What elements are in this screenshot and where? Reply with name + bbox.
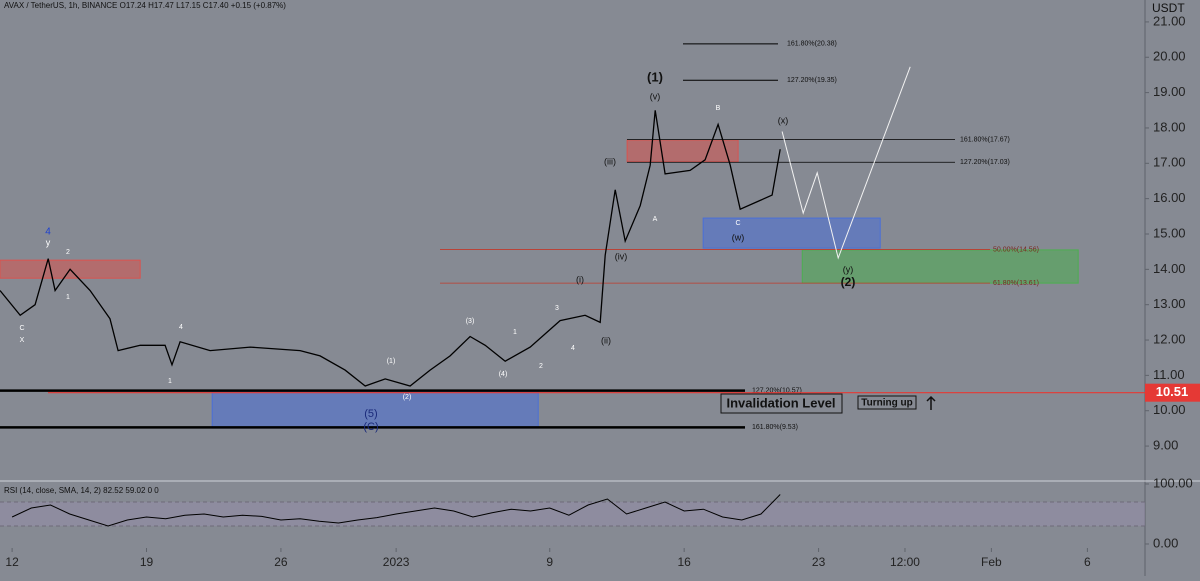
wave-label: 4 <box>179 324 183 331</box>
fib-label: 127.20%(10.57) <box>752 387 802 394</box>
wave-label: 3 <box>555 305 559 312</box>
wave-label: 4 <box>571 345 575 352</box>
x-tick-label: 6 <box>1084 555 1091 569</box>
x-tick-label: 2023 <box>383 555 410 569</box>
wave-label: (ii) <box>601 335 611 345</box>
turning-label: Turning up <box>861 398 912 409</box>
y-tick-label: 13.00 <box>1153 296 1186 311</box>
turning-box <box>857 395 917 410</box>
fib-label: 127.20%(17.03) <box>960 159 1010 166</box>
wave-label: (y) <box>843 264 854 274</box>
wave-label: C <box>735 220 740 227</box>
x-tick-label: 19 <box>140 555 154 569</box>
wave-label: 2 <box>539 363 543 370</box>
wave-label: (iii) <box>604 156 616 166</box>
price-tag-label: 10.51 <box>1156 384 1189 399</box>
wave-label: (3) <box>466 318 475 325</box>
wave-label: (C) <box>363 421 378 433</box>
wave-label: 2 <box>66 249 70 256</box>
wave-label: (4) <box>499 371 508 378</box>
rsi-line <box>11 494 781 527</box>
y-tick-label: 14.00 <box>1153 261 1186 276</box>
symbol-header: AVAX / TetherUS, 1h, BINANCE O17.24 H17.… <box>4 1 286 10</box>
y-tick-label: 18.00 <box>1153 119 1186 134</box>
arrow-up-icon <box>926 395 936 410</box>
y-tick-label: 15.00 <box>1153 225 1186 240</box>
wave-label: (5) <box>364 408 377 420</box>
wave-label: y <box>46 237 51 247</box>
wave-label: A <box>653 216 658 223</box>
invalidation-box <box>720 393 843 414</box>
wave-label: (x) <box>778 115 789 125</box>
rsi-header: RSI (14, close, SMA, 14, 2) 82.52 59.02 … <box>4 486 159 495</box>
fib-label: 161.80%(9.53) <box>752 424 798 431</box>
x-tick-label: 16 <box>677 555 691 569</box>
wave-label: (1) <box>647 69 663 84</box>
price-line-series <box>0 110 781 387</box>
fib-label: 50.00%(14.56) <box>993 246 1039 253</box>
y-tick-label: 11.00 <box>1153 367 1185 382</box>
fib-label: 161.80%(20.38) <box>787 41 837 48</box>
x-tick-label: 12 <box>5 555 19 569</box>
wave-label: (i) <box>576 274 584 284</box>
wave-label: 1 <box>168 378 172 385</box>
y-tick-label: 17.00 <box>1153 155 1186 170</box>
invalidation-label: Invalidation Level <box>726 395 835 410</box>
zone <box>626 139 739 163</box>
y-tick-label: 19.00 <box>1153 84 1186 99</box>
wave-label: (2) <box>403 394 412 401</box>
zone <box>801 249 1079 284</box>
fib-label: 161.80%(17.67) <box>960 136 1010 143</box>
price-tag <box>1145 383 1200 402</box>
y-tick-label: 20.00 <box>1153 49 1186 64</box>
y-tick-label: 9.00 <box>1153 438 1178 453</box>
y-tick-label: 10.00 <box>1153 402 1186 417</box>
x-tick-label: Feb <box>981 555 1002 569</box>
price-line-series <box>781 66 911 260</box>
wave-label: (2) <box>841 275 856 289</box>
x-tick-label: 23 <box>812 555 826 569</box>
unit-label: USDT <box>1152 1 1185 15</box>
rsi-band <box>0 501 1145 526</box>
wave-label: 1 <box>66 294 70 301</box>
wave-label: X <box>20 337 25 344</box>
wave-label: 4 <box>45 227 51 238</box>
y-tick-label: 21.00 <box>1153 13 1186 28</box>
y-tick-label: 100.00 <box>1153 475 1193 490</box>
y-tick-label: 12.00 <box>1153 331 1186 346</box>
y-tick-label: 16.00 <box>1153 190 1186 205</box>
wave-label: (w) <box>732 232 745 242</box>
fib-label: 127.20%(19.35) <box>787 77 837 84</box>
y-tick-label: 0.00 <box>1153 535 1178 550</box>
x-tick-label: 12:00 <box>890 555 920 569</box>
wave-label: C <box>19 325 24 332</box>
fib-label: 61.80%(13.61) <box>993 280 1039 287</box>
wave-label: B <box>716 105 721 112</box>
zone <box>702 217 881 249</box>
wave-label: (1) <box>387 358 396 365</box>
wave-label: (iv) <box>615 251 628 261</box>
x-tick-label: 9 <box>546 555 553 569</box>
wave-label: (v) <box>650 91 661 101</box>
x-tick-label: 26 <box>274 555 288 569</box>
wave-label: 1 <box>513 329 517 336</box>
